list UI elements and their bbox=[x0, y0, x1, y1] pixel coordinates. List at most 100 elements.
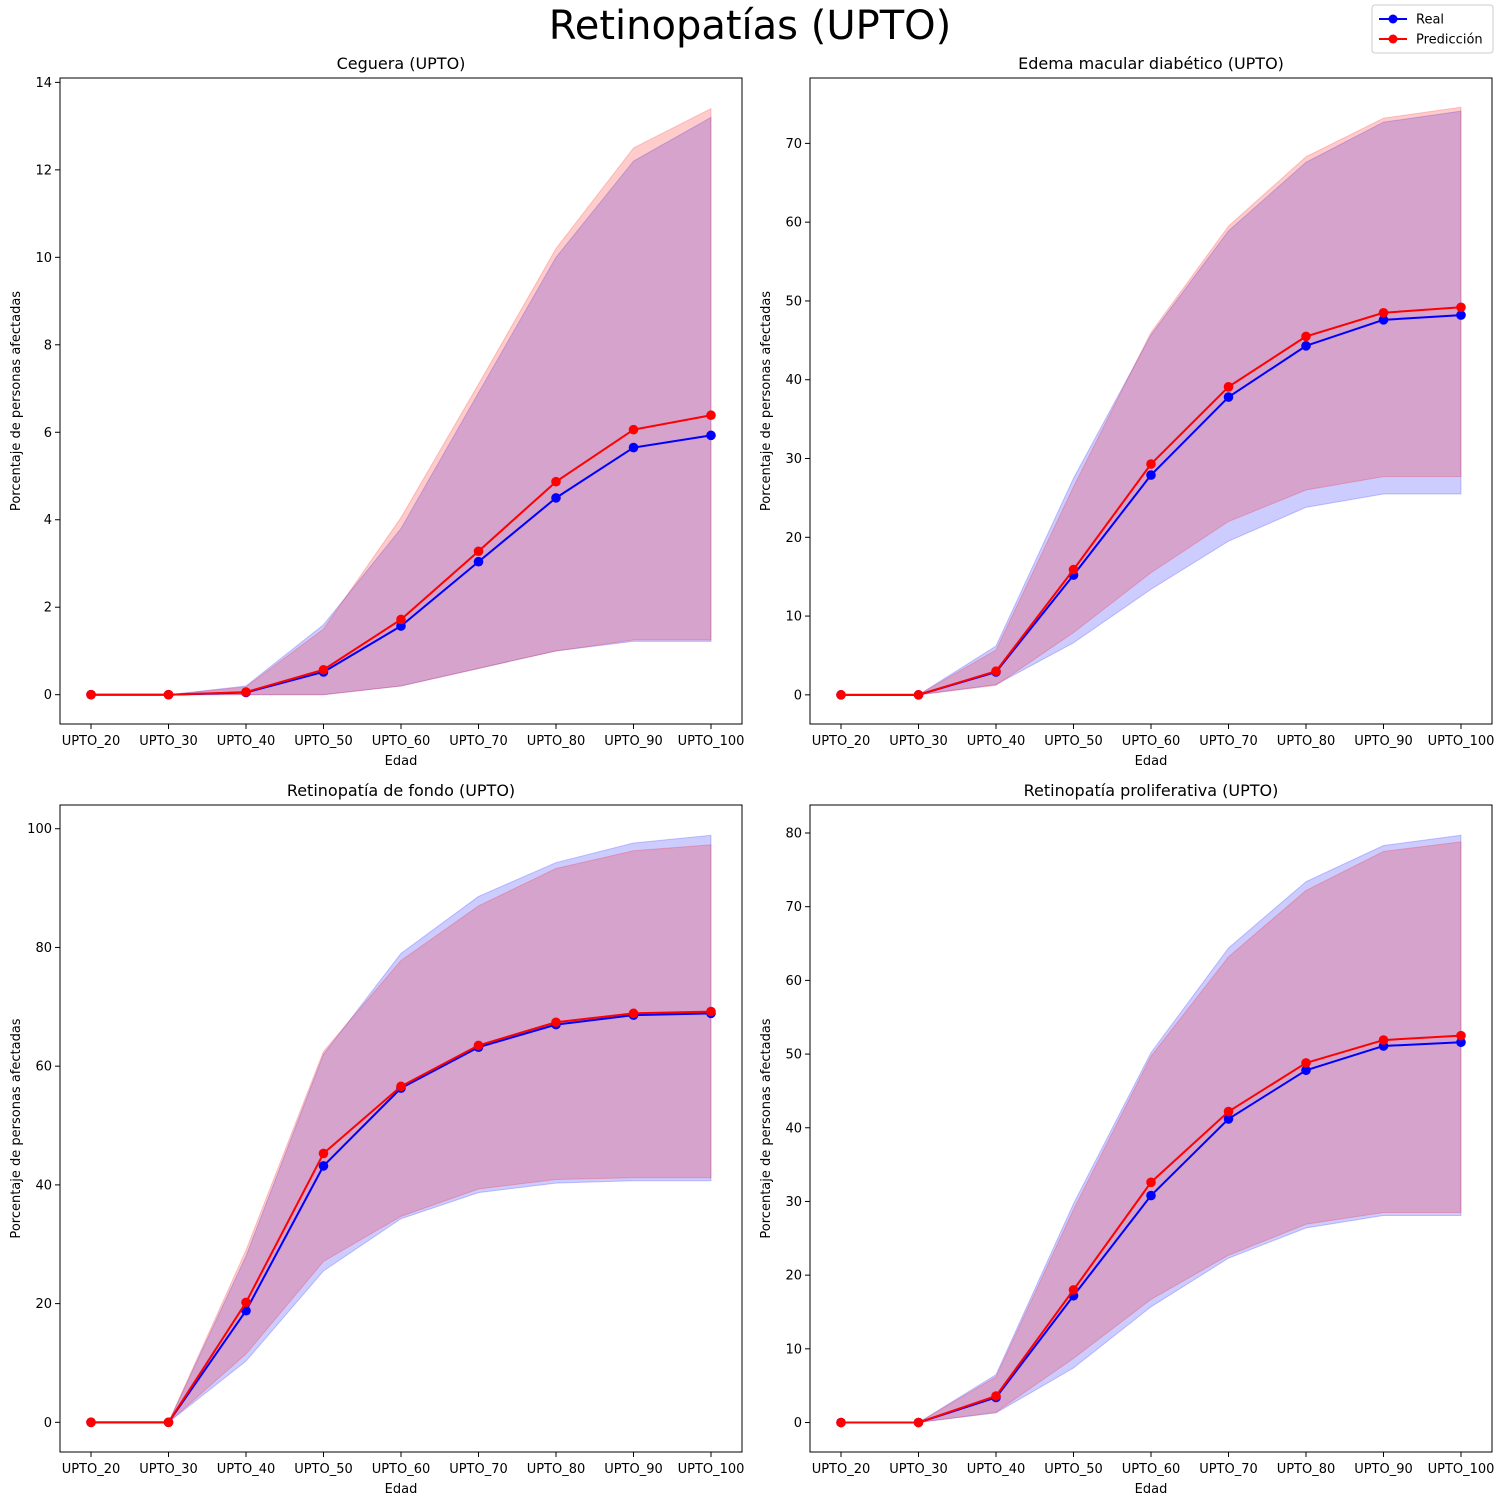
y-tick-label: 20 bbox=[785, 1269, 802, 1284]
pred-point-2-6 bbox=[1223, 382, 1234, 392]
x-tick-label: UPTO_30 bbox=[139, 1462, 198, 1477]
y-tick-label: 0 bbox=[794, 688, 802, 703]
pred-point-1-1 bbox=[86, 689, 96, 700]
legend: Real Predicción bbox=[1371, 4, 1494, 54]
chart-panel-4: UPTO_20 UPTO_30 UPTO_40 UPTO_50 UPTO_60 UPTO_… bbox=[759, 781, 1494, 1497]
legend-real-marker bbox=[1388, 14, 1398, 24]
pred-point-3-9 bbox=[706, 1006, 716, 1017]
x-tick-label: UPTO_90 bbox=[1354, 1462, 1413, 1477]
y-axis-label: Porcentaje de personas afectadas bbox=[759, 1018, 774, 1238]
y-tick-label: 0 bbox=[44, 1416, 52, 1431]
pred-point-4-8 bbox=[1378, 1035, 1389, 1045]
x-tick-label: UPTO_40 bbox=[217, 1462, 276, 1477]
x-axis-label: Edad bbox=[385, 1482, 418, 1497]
x-tick-label: UPTO_100 bbox=[1428, 734, 1495, 749]
y-tick-label: 40 bbox=[785, 1121, 802, 1136]
x-tick-label: UPTO_70 bbox=[449, 1462, 508, 1477]
real-point-2-7 bbox=[1301, 341, 1311, 351]
x-tick-label: UPTO_50 bbox=[1044, 734, 1103, 749]
y-tick-label: 6 bbox=[44, 426, 52, 441]
panel-title: Edema macular diabético (UPTO) bbox=[1018, 54, 1284, 73]
x-tick-label: UPTO_100 bbox=[678, 734, 745, 749]
y-tick-label: 2 bbox=[44, 601, 52, 616]
y-tick-label: 50 bbox=[785, 294, 802, 309]
real-point-4-6 bbox=[1223, 1114, 1234, 1124]
pred-point-2-7 bbox=[1301, 331, 1311, 342]
y-tick-label: 8 bbox=[44, 338, 52, 353]
x-axis-label: Edad bbox=[1135, 1482, 1168, 1497]
pred-point-4-6 bbox=[1223, 1106, 1234, 1117]
legend-frame bbox=[1371, 4, 1494, 54]
y-tick-label: 10 bbox=[35, 251, 52, 266]
legend-pred-marker bbox=[1388, 34, 1398, 44]
x-tick-label: UPTO_20 bbox=[812, 734, 871, 749]
real-point-2-5 bbox=[1146, 470, 1156, 480]
real-point-4-9 bbox=[1456, 1037, 1466, 1048]
y-tick-label: 40 bbox=[35, 1178, 52, 1193]
y-tick-label: 100 bbox=[27, 822, 52, 837]
legend-real-label: Real bbox=[1416, 13, 1444, 28]
pred-point-4-5 bbox=[1146, 1177, 1156, 1188]
x-tick-label: UPTO_30 bbox=[889, 1462, 948, 1477]
pred-point-1-6 bbox=[473, 546, 484, 557]
pred-point-4-1 bbox=[836, 1417, 846, 1428]
x-tick-label: UPTO_80 bbox=[1277, 734, 1336, 749]
y-tick-label: 0 bbox=[44, 688, 52, 703]
pred-point-1-5 bbox=[396, 614, 406, 625]
pred-point-2-5 bbox=[1146, 459, 1156, 469]
real-band-1 bbox=[91, 116, 712, 696]
pred-point-3-5 bbox=[396, 1081, 406, 1092]
y-tick-label: 12 bbox=[35, 163, 52, 178]
real-point-1-5 bbox=[396, 621, 406, 631]
pred-point-1-3 bbox=[241, 687, 251, 697]
x-tick-label: UPTO_80 bbox=[527, 734, 586, 749]
x-tick-label: UPTO_40 bbox=[967, 1462, 1026, 1477]
pred-point-1-2 bbox=[163, 689, 174, 700]
panels: UPTO_20 UPTO_30 UPTO_40 UPTO_50 UPTO_60 UPTO_… bbox=[9, 54, 1494, 1497]
pred-point-4-3 bbox=[991, 1391, 1001, 1401]
real-point-3-3 bbox=[241, 1305, 251, 1316]
y-axis-label: Porcentaje de personas afectadas bbox=[9, 291, 24, 511]
y-tick-label: 14 bbox=[35, 76, 52, 91]
x-tick-label: UPTO_30 bbox=[889, 734, 948, 749]
pred-point-4-9 bbox=[1456, 1030, 1466, 1041]
pred-point-4-4 bbox=[1068, 1285, 1079, 1295]
pred-point-2-2 bbox=[913, 690, 924, 700]
y-tick-label: 10 bbox=[785, 1342, 802, 1357]
chart-panel-1: UPTO_20 UPTO_30 UPTO_40 UPTO_50 UPTO_60 UPTO_… bbox=[9, 54, 744, 769]
real-point-1-6 bbox=[473, 556, 484, 567]
x-axis-label: Edad bbox=[1135, 754, 1168, 769]
pred-band-4 bbox=[841, 841, 1462, 1424]
pred-point-1-7 bbox=[551, 476, 561, 487]
panel-title: Ceguera (UPTO) bbox=[337, 54, 466, 73]
y-tick-label: 40 bbox=[785, 373, 802, 388]
y-tick-label: 20 bbox=[35, 1297, 52, 1312]
x-tick-label: UPTO_50 bbox=[294, 1462, 353, 1477]
real-point-2-9 bbox=[1456, 310, 1466, 320]
real-point-4-7 bbox=[1301, 1065, 1311, 1076]
x-tick-label: UPTO_80 bbox=[1277, 1462, 1336, 1477]
x-tick-label: UPTO_20 bbox=[62, 1462, 121, 1477]
pred-point-3-1 bbox=[86, 1417, 96, 1428]
y-tick-label: 30 bbox=[785, 1195, 802, 1210]
x-axis-label: Edad bbox=[385, 754, 418, 769]
y-tick-label: 4 bbox=[44, 513, 52, 528]
x-tick-label: UPTO_50 bbox=[294, 734, 353, 749]
plot-area bbox=[60, 805, 742, 1452]
x-tick-label: UPTO_50 bbox=[1044, 1462, 1103, 1477]
pred-point-2-1 bbox=[836, 690, 846, 700]
pred-point-3-4 bbox=[318, 1148, 329, 1159]
y-tick-label: 70 bbox=[785, 900, 802, 915]
x-tick-label: UPTO_80 bbox=[527, 1462, 586, 1477]
pred-point-2-3 bbox=[991, 666, 1001, 677]
pred-point-2-8 bbox=[1378, 307, 1389, 318]
pred-band-1 bbox=[91, 107, 712, 696]
pred-point-1-4 bbox=[318, 664, 329, 675]
x-tick-label: UPTO_90 bbox=[604, 1462, 663, 1477]
pred-point-3-2 bbox=[163, 1417, 174, 1428]
real-point-4-5 bbox=[1146, 1190, 1156, 1201]
chart-panel-2: UPTO_20 UPTO_30 UPTO_40 UPTO_50 UPTO_60 UPTO_… bbox=[759, 54, 1494, 769]
x-tick-label: UPTO_20 bbox=[62, 734, 121, 749]
panel-title: Retinopatía proliferativa (UPTO) bbox=[1024, 781, 1279, 800]
panel-title: Retinopatía de fondo (UPTO) bbox=[287, 781, 515, 800]
